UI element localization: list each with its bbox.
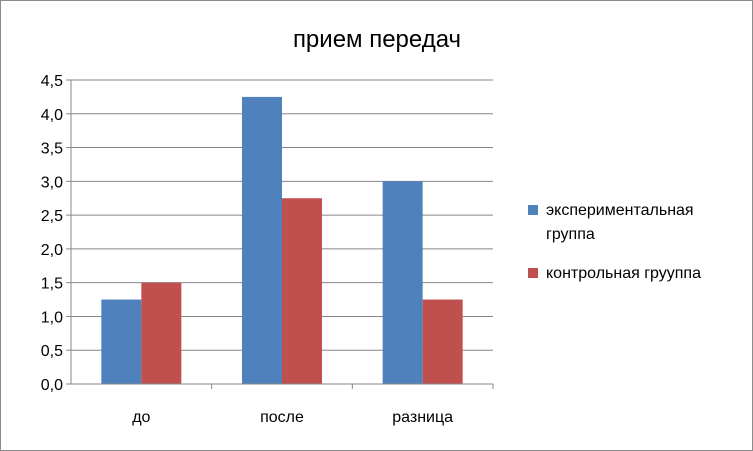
legend: экспериментальная группа контрольная грууп… bbox=[528, 202, 701, 282]
y-tick-label: 3,0 bbox=[41, 174, 63, 191]
bar-series-2-после bbox=[282, 198, 322, 384]
legend-swatch-1 bbox=[528, 205, 538, 215]
bar-series-1-после bbox=[242, 96, 282, 384]
y-tick-label: 4,0 bbox=[41, 107, 63, 124]
legend-label-2: контрольная грууппа bbox=[546, 265, 701, 282]
x-tick-label: после bbox=[260, 409, 304, 426]
y-tick-label: 2,5 bbox=[41, 208, 63, 225]
x-tick-label: разница bbox=[392, 409, 453, 426]
y-tick-label: 1,0 bbox=[41, 309, 63, 326]
x-tick-label: до bbox=[132, 409, 150, 426]
y-tick-label: 0,0 bbox=[41, 377, 63, 394]
y-tick-label: 3,5 bbox=[41, 141, 63, 158]
bar-series-1-до bbox=[101, 299, 142, 384]
legend-label-1: экспериментальная группа bbox=[546, 202, 694, 243]
y-tick-label: 1,5 bbox=[41, 276, 63, 293]
bar-series-1-разница bbox=[382, 181, 423, 384]
legend-swatch-2 bbox=[528, 268, 538, 278]
y-tick-label: 4,5 bbox=[41, 73, 63, 90]
chart-title: прием передач bbox=[293, 26, 461, 53]
y-axis-ticks: 0,0 0,5 1,0 1,5 2,0 2,5 3,0 3,5 4,0 4,5 bbox=[41, 73, 71, 394]
bar-series-2-до bbox=[141, 282, 182, 384]
y-tick-label: 0,5 bbox=[41, 343, 63, 360]
bars bbox=[101, 96, 463, 384]
x-axis-ticks: до после разница bbox=[132, 384, 494, 426]
axes bbox=[70, 80, 493, 385]
bar-series-2-разница bbox=[422, 299, 463, 384]
y-tick-label: 2,0 bbox=[41, 242, 63, 259]
